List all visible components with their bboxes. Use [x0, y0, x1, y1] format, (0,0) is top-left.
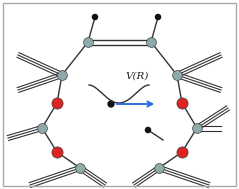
Point	[55, 101, 59, 105]
Point	[180, 150, 184, 153]
Text: V(R): V(R)	[125, 72, 149, 81]
Point	[40, 126, 44, 129]
Point	[157, 167, 161, 170]
Point	[55, 150, 59, 153]
Point	[60, 74, 64, 77]
Point	[180, 101, 184, 105]
Point	[78, 167, 82, 170]
Point	[109, 102, 113, 105]
Point	[86, 40, 90, 43]
Point	[195, 126, 199, 129]
Point	[93, 15, 97, 19]
Point	[156, 15, 160, 19]
Point	[175, 74, 179, 77]
Point	[149, 40, 153, 43]
Point	[146, 129, 150, 132]
